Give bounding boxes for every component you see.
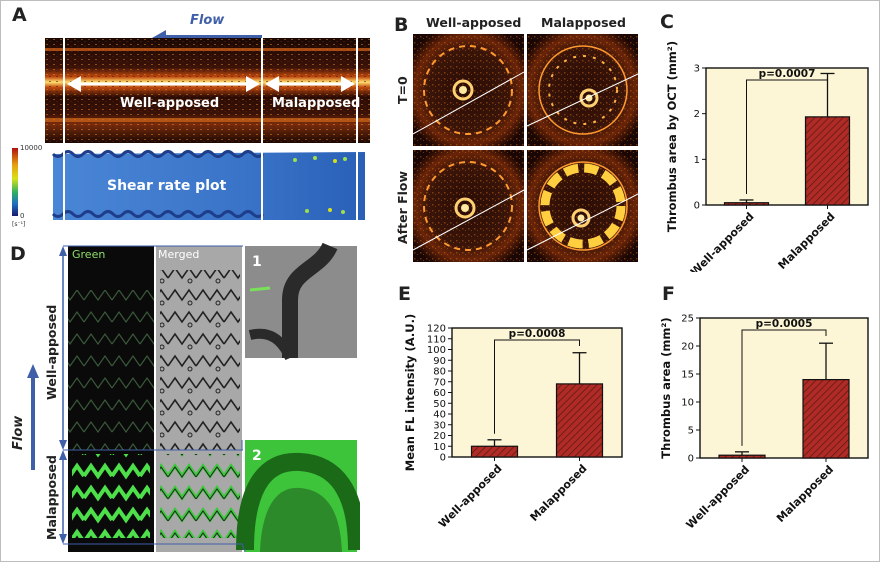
chart-f-ytick-label: 25 [681,314,694,325]
oct-malapposed-t0 [526,34,638,146]
chart-e-ylabel: Mean FL intensity (A.U.) [403,314,417,471]
chart-c-ytick-label: 0 [694,201,700,212]
chart-e-ytick-label: 20 [433,431,446,442]
colorbar-min-label: 0 [20,212,24,220]
d-inset-1-label: 1 [252,254,262,270]
d-col-green: Green [72,248,105,261]
colorbar-unit-label: [s⁻¹] [12,221,25,228]
chart-e-bar [470,445,519,458]
chart-f-significance-bracket [741,329,827,446]
chart-e-pvalue: p=0.0008 [509,328,566,340]
chart-e-ytick-label: 60 [433,388,446,399]
chart-f: F 0 5 10 15 20 25 Thrombus area (mm²) Well-appos… [659,283,869,532]
chart-e-significance-bracket [494,339,580,434]
colorbar-max-label: 10000 [20,144,42,152]
chart-c-bar [723,202,770,206]
chart-e-xtick-label: Malapposed [528,462,590,524]
chart-c-ytick-label: 2 [694,109,700,120]
d-bracket-well-apposed [59,246,67,450]
d-flow-label: Flow [11,415,26,450]
panel-b-col-malapposed: Malapposed [541,15,626,30]
chart-e-ytick-label: 70 [433,377,446,388]
chart-f-pvalue: p=0.0005 [756,318,813,330]
panel-a-label: A [12,4,27,26]
chart-f-bar [718,454,766,459]
panel-b-row-t0: T=0 [395,76,410,104]
chart-f-xtick-label: Well-apposed [684,463,753,532]
d-merged-image: Merged [156,246,242,552]
chart-e-ytick-label: 50 [433,399,446,410]
shear-colorbar: 10000 0 [s⁻¹] [12,144,42,228]
shear-plot-label: Shear rate plot [107,178,227,194]
chart-c: C 0 1 2 3 Thrombus area by OCT (mm²) Well-appo… [660,11,869,272]
chart-f-xtick-label: Malapposed [774,463,836,525]
panel-b-col-well-apposed: Well-apposed [426,15,522,30]
chart-c-ylabel: Thrombus area by OCT (mm²) [665,41,679,232]
oct-region-malapposed: Malapposed [272,96,360,111]
chart-e-panel-label: E [398,283,411,305]
chart-f-panel-label: F [662,283,675,305]
chart-c-ytick-label: 1 [694,155,700,166]
d-col-merged: Merged [158,248,199,261]
d-flow-arrow [27,364,39,470]
oct-cross-section-grid [413,34,638,262]
panel-b-row-after-flow: After Flow [395,170,410,244]
chart-f-ytick-label: 20 [681,342,694,353]
chart-c-pvalue: p=0.0007 [759,68,816,80]
d-inset-1: 1 [245,242,357,361]
d-inset-2: 2 [236,440,360,552]
chart-e-ytick-label: 80 [433,367,446,378]
chart-f-ylabel: Thrombus area (mm²) [659,317,673,458]
chart-e-bar [555,383,604,458]
d-inset-2-label: 2 [252,448,262,464]
panel-d-images: Green Merged 1 2 Flow Well-apposed Mal [11,242,360,553]
oct-malapposed-after-flow [526,150,638,262]
flow-label-a: Flow [190,14,225,28]
chart-c-ytick-label: 3 [694,64,700,75]
chart-e-xtick-label: Well-apposed [436,462,505,531]
panel-b-label: B [394,14,409,36]
chart-e-ytick-label: 90 [433,356,446,367]
chart-e-ytick-label: 30 [433,420,446,431]
oct-region-well-apposed: Well-apposed [120,96,219,111]
chart-c-xtick-label: Malapposed [776,210,838,272]
chart-e-ytick-label: 120 [427,324,446,335]
oct-longitudinal-image: Well-apposed Malapposed [45,38,370,143]
d-region-malapposed: Malapposed [44,455,59,540]
chart-f-ytick-label: 10 [681,398,694,409]
chart-f-ytick-label: 15 [681,370,694,381]
chart-f-ytick-label: 0 [688,454,694,465]
chart-c-xtick-label: Well-apposed [688,210,757,272]
d-region-well-apposed: Well-apposed [44,305,59,400]
chart-c-significance-bracket [746,79,828,194]
chart-e-ytick-label: 0 [440,453,446,464]
chart-e-ytick-label: 40 [433,410,446,421]
chart-e-ytick-label: 110 [427,334,446,345]
chart-e-ytick-label: 100 [427,345,446,356]
chart-e-ytick-label: 10 [433,442,446,453]
chart-f-ytick-label: 5 [688,426,694,437]
d-green-channel-image: Green [68,246,154,552]
oct-well-apposed-after-flow [413,150,525,262]
oct-well-apposed-t0 [413,34,525,146]
chart-f-bar [802,378,850,459]
d-bracket-malapposed [59,450,67,544]
chart-c-bar [804,116,851,206]
panel-d-label: D [10,243,26,265]
chart-c-panel-label: C [660,11,674,33]
shear-rate-plot: Shear rate plot [45,148,370,223]
